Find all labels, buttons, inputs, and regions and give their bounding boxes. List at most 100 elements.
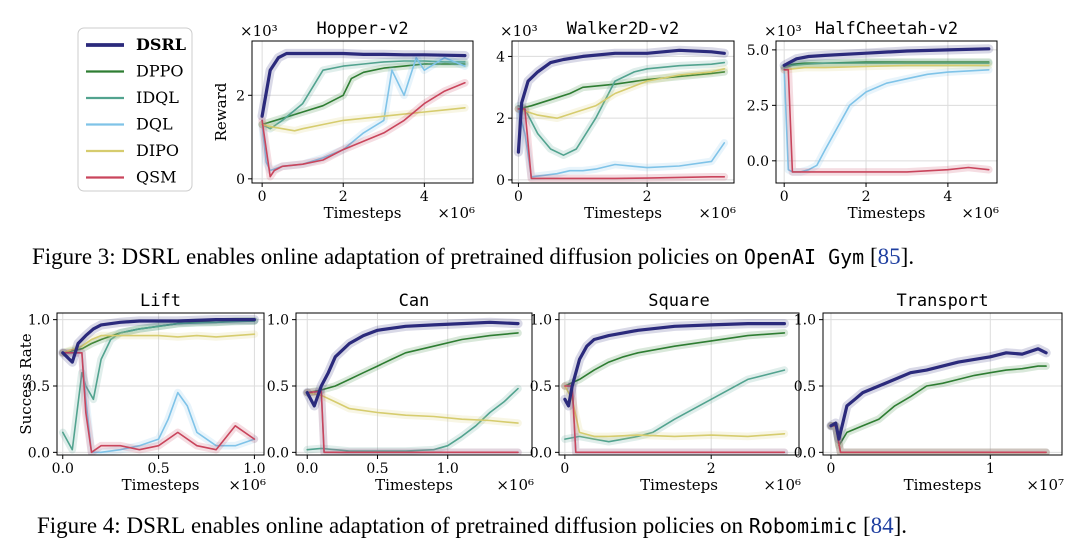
y-tick-label: 1.0: [267, 313, 289, 329]
plot-frame: [511, 40, 735, 184]
series-line-dsrl: [782, 47, 991, 68]
series-line-idql: [830, 424, 1047, 454]
series-line-idql: [517, 61, 726, 156]
x-tick-label: 2: [862, 189, 871, 205]
y-tick-label: 0: [236, 172, 245, 188]
series-band-dipo: [561, 382, 789, 441]
plot-area: [58, 315, 259, 455]
y-tick-label: 5.0: [747, 43, 769, 59]
series-line-dipo: [61, 333, 256, 354]
x-tick-label: 2: [339, 189, 348, 205]
x-axis-multiplier: ×10⁶: [763, 476, 801, 494]
plot-frame: [295, 312, 533, 456]
y-axis-multiplier: ×10³: [500, 22, 538, 40]
figure3-caption-name: DSRL: [121, 244, 180, 269]
series-line-dipo: [830, 424, 1047, 454]
series-line-dipo: [783, 64, 990, 71]
chart-can: 0.0 0.5 1.0 0.0 0.5 1.0 Can Timesteps ×10⁶: [267, 291, 534, 494]
series-line-qsm: [306, 390, 519, 454]
plot-area: [560, 319, 790, 455]
y-tick-label: 0.0: [794, 445, 816, 461]
y-tick-label: 1.0: [794, 313, 816, 329]
series-line-idql: [306, 387, 519, 452]
chart-lift: 0.0 0.5 1.0 0.0 0.5 1.0 Lift Timesteps ×10⁶ Succe…: [17, 291, 266, 494]
x-tick-label: 2: [707, 461, 716, 477]
series-line-dsrl: [516, 48, 726, 154]
series-band-qsm: [827, 421, 1050, 455]
x-tick-label: 1.0: [243, 461, 265, 477]
x-tick-label: 4: [420, 189, 429, 205]
series-band-dppo: [827, 362, 1050, 450]
x-axis-multiplier: ×10⁶: [228, 476, 266, 494]
figure3-caption-ref: 85: [878, 244, 901, 269]
x-tick-label: 0: [514, 189, 523, 205]
y-tick-label: 0.5: [530, 379, 552, 395]
x-axis-label: Timesteps: [584, 204, 662, 222]
y-tick-label: 1.0: [530, 313, 552, 329]
x-tick-label: 0.0: [52, 461, 74, 477]
plot-frame: [558, 312, 800, 456]
series-line-idql: [61, 320, 256, 451]
y-tick-label: 0.0: [530, 445, 552, 461]
plot-area: [826, 344, 1051, 455]
y-axis-multiplier: ×10³: [240, 22, 278, 40]
legend-label-qsm: QSM: [136, 168, 176, 187]
y-tick-label: 2: [496, 111, 505, 127]
chart-halfcheetah-v2: 0 2 4 0.0 2.5 5.0 HalfCheetah-v2 Timesteps ×10⁶ ×…: [747, 19, 999, 222]
legend-label-idql: IDQL: [136, 88, 179, 107]
plot-frame: [56, 312, 265, 456]
chart-title: Lift: [140, 291, 181, 311]
x-tick-label: 0.5: [147, 461, 169, 477]
y-tick-label: 2.5: [747, 98, 769, 114]
legend-label-dsrl: DSRL: [136, 35, 186, 54]
figure4-caption-text: enables online adaptation of pretrained …: [185, 513, 749, 538]
chart-title: Square: [648, 291, 709, 311]
y-tick-label: 0.5: [794, 379, 816, 395]
plot-area: [513, 45, 729, 183]
x-axis-multiplier: ×10⁶: [961, 204, 999, 222]
series-line-dql: [830, 424, 1047, 454]
series-line-dppo: [517, 71, 726, 110]
figure4-caption-name: DSRL: [126, 513, 185, 538]
legend-label-dipo: DIPO: [136, 141, 179, 160]
chart-title: Hopper-v2: [316, 19, 408, 39]
series-line-dipo: [517, 68, 726, 119]
y-tick-label: 0.0: [267, 445, 289, 461]
series-line-dipo: [564, 385, 786, 438]
legend-label-dql: DQL: [136, 115, 173, 134]
series-line-dql: [261, 56, 466, 172]
plot-area: [779, 44, 994, 176]
series-line-idql: [564, 369, 786, 443]
plot-frame: [775, 40, 998, 184]
y-tick-label: 1.0: [28, 313, 50, 329]
plot-frame: [822, 312, 1063, 456]
figure4-caption-ref-open: [: [857, 513, 870, 538]
x-axis-label: Timesteps: [904, 476, 982, 494]
figure3-caption: Figure 3: DSRL enables online adaptation…: [32, 244, 914, 269]
x-axis-label: Timesteps: [848, 204, 926, 222]
y-tick-label: 0.0: [747, 154, 769, 170]
series-line-dppo: [306, 332, 519, 394]
figure3-caption-ref-open: [: [864, 244, 877, 269]
series-line-dppo: [564, 332, 786, 387]
series-line-qsm: [830, 424, 1047, 454]
x-tick-label: 0: [827, 461, 836, 477]
series-band-dipo: [827, 421, 1050, 455]
series-line-dppo: [830, 365, 1047, 447]
figure4-caption-env: Robomimic: [749, 514, 857, 538]
x-tick-label: 1.0: [437, 461, 459, 477]
chart-title: Transport: [896, 291, 988, 311]
chart-transport: 0 1 0.0 0.5 1.0 Transport Timesteps ×10⁷: [794, 291, 1064, 494]
figure4-caption: Figure 4: DSRL enables online adaptation…: [37, 513, 907, 538]
chart-title: HalfCheetah-v2: [815, 19, 958, 39]
series-band-dql: [827, 421, 1050, 455]
series-line-qsm: [261, 82, 466, 178]
series-line-dsrl: [305, 320, 520, 408]
y-tick-label: 0.0: [28, 445, 50, 461]
x-tick-label: 0.0: [296, 461, 318, 477]
series-line-idql: [783, 62, 990, 69]
x-tick-label: 0.5: [366, 461, 388, 477]
y-tick-label: 0: [496, 173, 505, 189]
plot-area: [257, 48, 470, 181]
